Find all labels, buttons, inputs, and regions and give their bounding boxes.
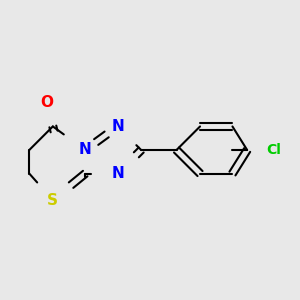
Text: N: N: [111, 166, 124, 181]
Text: N: N: [111, 119, 124, 134]
Text: Cl: Cl: [266, 143, 281, 157]
Text: O: O: [40, 95, 53, 110]
Text: S: S: [47, 193, 58, 208]
Text: N: N: [79, 142, 92, 158]
